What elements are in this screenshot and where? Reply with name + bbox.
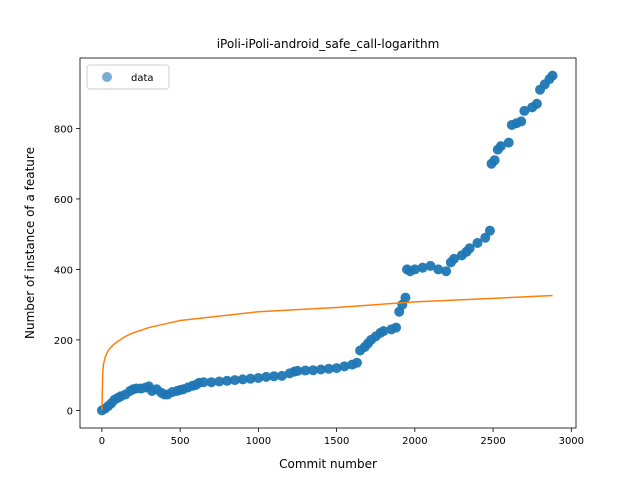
x-tick-label: 0 — [99, 436, 105, 447]
data-point — [339, 361, 350, 372]
data-point — [269, 371, 280, 382]
data-point — [400, 292, 411, 303]
plot-area — [96, 70, 558, 416]
x-tick-label: 500 — [171, 436, 190, 447]
y-tick-label: 800 — [54, 124, 73, 135]
axes: 0 500 1000 1500 2000 2500 3000 0 200 400 600 800 — [54, 57, 584, 447]
data-point — [206, 377, 217, 388]
fit-line — [101, 294, 553, 411]
data-point — [261, 371, 272, 382]
data-point — [331, 363, 342, 374]
y-tick-label: 200 — [54, 336, 73, 347]
y-tick-label: 0 — [67, 406, 73, 417]
data-point — [276, 370, 287, 381]
x-tick-label: 2000 — [402, 436, 427, 447]
axes-frame — [79, 57, 577, 429]
data-point — [547, 70, 558, 81]
data-point — [237, 374, 248, 385]
data-point — [409, 264, 420, 275]
data-point — [480, 232, 491, 243]
x-axis-label: Commit number — [279, 457, 377, 471]
legend: data — [86, 64, 170, 90]
data-point — [214, 376, 225, 387]
data-point — [300, 365, 311, 376]
data-point — [519, 105, 530, 116]
chart-title: iPoli-iPoli-android_safe_call-logarithm — [217, 37, 440, 51]
data-point — [417, 262, 428, 273]
data-point — [198, 377, 209, 388]
data-point — [253, 372, 264, 383]
data-point — [503, 137, 514, 148]
data-point — [516, 116, 527, 127]
x-tick-label: 1000 — [246, 436, 271, 447]
data-point — [531, 98, 542, 109]
data-point — [229, 375, 240, 386]
data-point — [292, 365, 303, 376]
data-point — [484, 225, 495, 236]
data-point — [495, 141, 506, 152]
x-tick-label: 3000 — [559, 436, 584, 447]
data-point — [378, 326, 389, 337]
y-tick-label: 600 — [54, 195, 73, 206]
legend-marker-data — [102, 72, 112, 82]
y-axis-label: Number of instance of a feature — [23, 147, 37, 339]
data-point — [448, 253, 459, 264]
data-point — [391, 322, 402, 333]
x-tick-label: 2500 — [480, 436, 505, 447]
legend-label-data: data — [131, 73, 154, 84]
data-point — [464, 243, 475, 254]
x-tick-label: 1500 — [324, 436, 349, 447]
data-point — [245, 373, 256, 384]
data-point — [425, 260, 436, 271]
data-point — [315, 364, 326, 375]
data-point — [323, 363, 334, 374]
data-point — [351, 357, 362, 368]
data-point — [222, 375, 233, 386]
legend-box — [86, 64, 170, 90]
data-point — [433, 264, 444, 275]
y-tick-label: 400 — [54, 265, 73, 276]
data-point — [472, 238, 483, 248]
data-point — [308, 365, 319, 376]
data-point — [441, 266, 452, 277]
data-series — [96, 70, 558, 416]
data-point — [489, 155, 500, 166]
